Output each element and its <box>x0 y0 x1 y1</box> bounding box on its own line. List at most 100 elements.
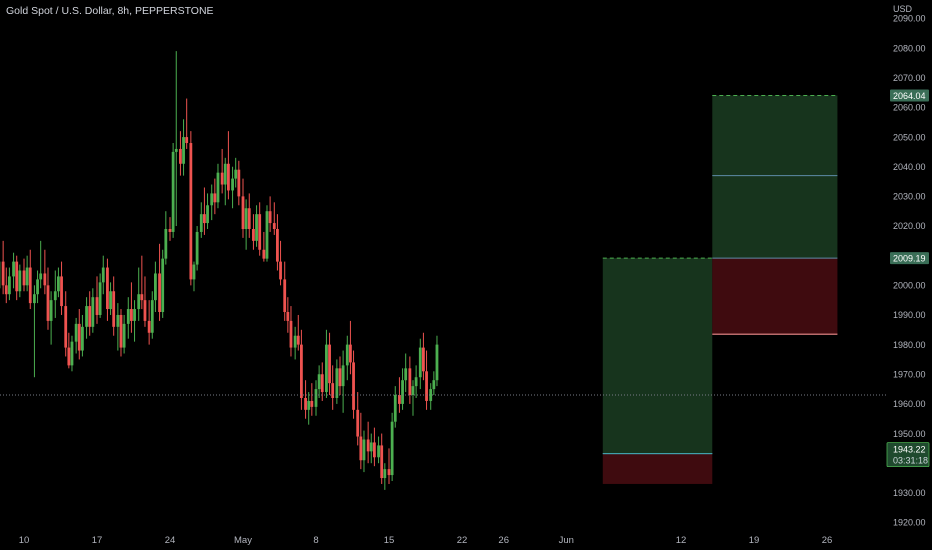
currency-label: USD <box>893 4 913 14</box>
candle-body <box>12 261 15 277</box>
position-zones <box>602 94 838 484</box>
candle <box>185 98 189 149</box>
candle <box>18 264 22 298</box>
candle <box>81 314 84 357</box>
candle-body <box>210 193 214 206</box>
candle-body <box>174 148 178 152</box>
candle <box>223 157 227 206</box>
candle-body <box>133 309 136 321</box>
candle <box>418 338 422 390</box>
candle-body <box>106 267 109 310</box>
target-price-badge <box>890 252 929 265</box>
candle <box>349 320 352 375</box>
candle <box>328 332 331 396</box>
candle-body <box>85 306 88 327</box>
candle-body <box>252 228 255 241</box>
candle-body <box>77 323 81 351</box>
candle-body <box>429 389 433 401</box>
candle-body <box>39 273 43 280</box>
candle-body <box>53 291 57 301</box>
candle <box>85 297 88 339</box>
candle <box>126 297 130 339</box>
candle-body <box>206 205 209 224</box>
candle-body <box>237 169 241 197</box>
candle <box>377 436 380 464</box>
candle-body <box>325 344 328 393</box>
candle-body <box>404 368 408 381</box>
candle <box>195 226 199 271</box>
candle-body <box>262 249 266 259</box>
candle <box>359 412 363 470</box>
candle <box>296 314 300 351</box>
candle <box>390 412 394 481</box>
candle-body <box>341 365 345 387</box>
y-tick-label: 1950.00 <box>893 429 926 439</box>
candle <box>310 383 314 416</box>
candle <box>28 249 32 310</box>
candle <box>179 131 182 176</box>
candle <box>317 365 321 398</box>
candle <box>262 231 266 262</box>
candle <box>231 166 234 209</box>
candle-body <box>293 335 297 348</box>
x-tick-label: 24 <box>165 535 176 546</box>
candle-body <box>109 291 112 310</box>
candle-body <box>268 211 272 224</box>
candle <box>133 300 136 342</box>
candle-body <box>22 270 26 286</box>
loss-zone <box>712 258 838 335</box>
candle-body <box>380 445 384 479</box>
candle-body <box>130 309 133 321</box>
candle-body <box>15 261 19 292</box>
candle-body <box>231 178 234 191</box>
candle <box>130 282 133 333</box>
candle-body <box>258 214 262 250</box>
candle <box>22 258 26 292</box>
y-tick-label: 2070.00 <box>893 73 926 83</box>
candle <box>338 356 342 396</box>
candle <box>255 205 258 247</box>
candle <box>325 329 328 398</box>
candle <box>293 326 297 360</box>
candle <box>91 288 95 333</box>
candle <box>109 282 112 315</box>
candle <box>283 261 287 321</box>
y-tick-label: 1930.00 <box>893 488 926 498</box>
last-price-label: 1943.22 <box>893 445 926 455</box>
candle <box>39 240 43 289</box>
candle <box>422 332 425 381</box>
candle-body <box>373 442 376 458</box>
candle-body <box>408 368 412 396</box>
candle-body <box>43 273 47 286</box>
candle <box>408 356 412 404</box>
candle-body <box>432 380 436 390</box>
candle-body <box>57 276 60 292</box>
candle-body <box>304 397 307 410</box>
candle <box>60 261 63 315</box>
candle <box>137 267 141 321</box>
candle <box>88 291 92 336</box>
candle <box>393 386 397 428</box>
candle <box>425 350 428 410</box>
candle-body <box>140 294 144 301</box>
candle-body <box>4 285 8 295</box>
candle-body <box>286 312 290 321</box>
candle <box>174 51 178 227</box>
candle-body <box>411 386 415 396</box>
candle-body <box>220 172 224 185</box>
candle-body <box>320 374 324 393</box>
loss-zone <box>602 453 713 484</box>
candle <box>252 214 255 250</box>
x-tick-label: May <box>234 535 252 546</box>
x-tick-label: 17 <box>92 535 103 546</box>
candle-body <box>314 389 318 407</box>
candle <box>241 178 245 238</box>
candle <box>98 273 102 318</box>
candle-body <box>272 223 276 229</box>
candle <box>189 131 193 286</box>
candle-body <box>247 208 251 229</box>
candle <box>362 430 366 473</box>
candle-body <box>147 320 151 333</box>
candle-body <box>418 347 422 378</box>
